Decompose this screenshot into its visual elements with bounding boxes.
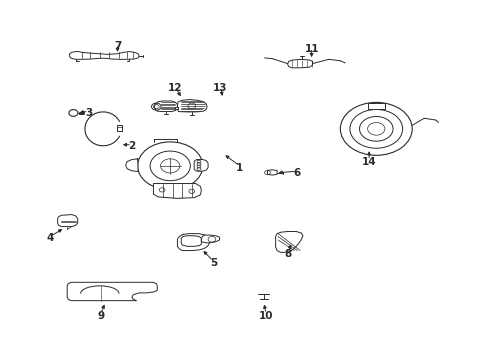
Text: 8: 8 (284, 249, 291, 259)
Polygon shape (154, 101, 177, 112)
Polygon shape (69, 110, 78, 116)
Polygon shape (267, 170, 277, 175)
Text: 14: 14 (361, 157, 376, 167)
Polygon shape (287, 59, 312, 68)
Polygon shape (174, 107, 178, 109)
Polygon shape (201, 235, 219, 243)
Text: 7: 7 (114, 41, 121, 51)
Text: 4: 4 (47, 233, 54, 243)
Text: 5: 5 (209, 258, 217, 268)
Text: 1: 1 (236, 163, 243, 173)
Polygon shape (367, 103, 384, 109)
Text: 6: 6 (293, 168, 300, 178)
Polygon shape (177, 234, 209, 251)
Polygon shape (67, 282, 157, 301)
Polygon shape (181, 236, 201, 246)
Polygon shape (194, 159, 208, 171)
Text: 2: 2 (128, 141, 135, 152)
Text: 11: 11 (304, 45, 318, 54)
Polygon shape (153, 184, 201, 198)
Text: 9: 9 (97, 311, 104, 321)
Polygon shape (69, 51, 139, 59)
Text: 13: 13 (213, 83, 227, 93)
Polygon shape (58, 215, 78, 226)
Polygon shape (177, 100, 207, 112)
Text: 12: 12 (167, 83, 182, 93)
Polygon shape (275, 231, 303, 252)
Text: 3: 3 (85, 108, 92, 118)
Polygon shape (125, 159, 138, 171)
Text: 10: 10 (258, 311, 273, 321)
Polygon shape (116, 125, 122, 131)
